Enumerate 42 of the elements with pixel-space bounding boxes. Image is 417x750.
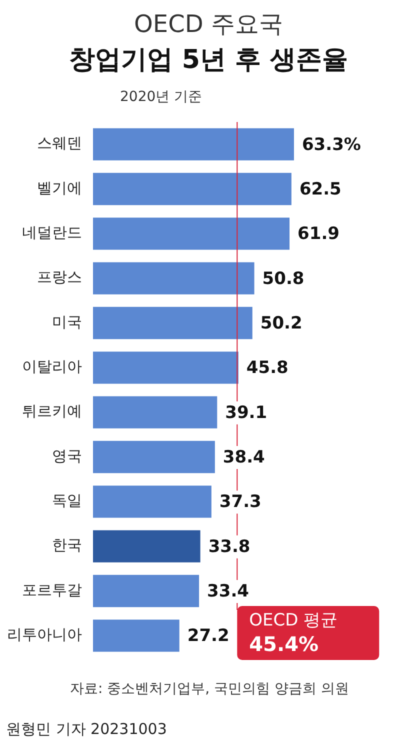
data-label: 33.8 [208,536,250,557]
data-label: 27.2 [187,626,230,646]
y-tick-label: 리투아니아 [7,626,82,644]
y-tick-label: 튀르키예 [22,402,82,420]
bar [93,486,212,518]
ref-line-label: OECD 평균 45.4% [249,610,338,656]
bar [93,574,200,608]
bar [93,262,254,294]
data-label: 62.5 [299,179,342,200]
text: 원형민 기자 20231003 [6,720,167,739]
y-tick-label: 한국 [52,536,82,554]
bar [93,218,290,250]
bar [93,352,238,384]
data-label: 37.3 [219,492,262,512]
y-tick-label: 이탈리아 [22,358,82,376]
chart-subtitle: 창업기업 5년 후 생존율 [68,44,350,77]
bar [93,440,215,474]
data-label: 38.4 [222,447,266,468]
y-tick-label: 독일 [52,492,82,510]
y-tick-label: 영국 [52,446,82,465]
y-tick-label: 벨기에 [37,178,82,197]
y-tick-label: 스웨덴 [37,134,82,152]
text: 2020년 기준 [120,88,202,106]
bar [93,396,218,428]
data-label: 63.3% [302,134,361,155]
y-tick-label: 포르투갈 [22,580,82,599]
data-label: 61.9 [298,224,340,244]
bar [93,620,180,652]
bar [93,306,252,340]
y-tick-label: 미국 [52,312,82,331]
chart-title: OECD 주요국 [133,9,284,40]
bar [93,530,200,562]
text: 자료: 중소벤처기업부, 국민의힘 양금희 의원 [70,680,349,698]
y-tick-label: 네덜란드 [22,224,82,242]
data-label: 50.2 [260,313,302,334]
bar [93,128,294,160]
bar [93,172,292,206]
data-label: 33.4 [207,581,250,602]
data-label: 39.1 [225,402,268,423]
data-label: 50.8 [262,268,304,289]
data-label: 45.8 [246,358,288,378]
y-tick-label: 프랑스 [37,268,82,286]
